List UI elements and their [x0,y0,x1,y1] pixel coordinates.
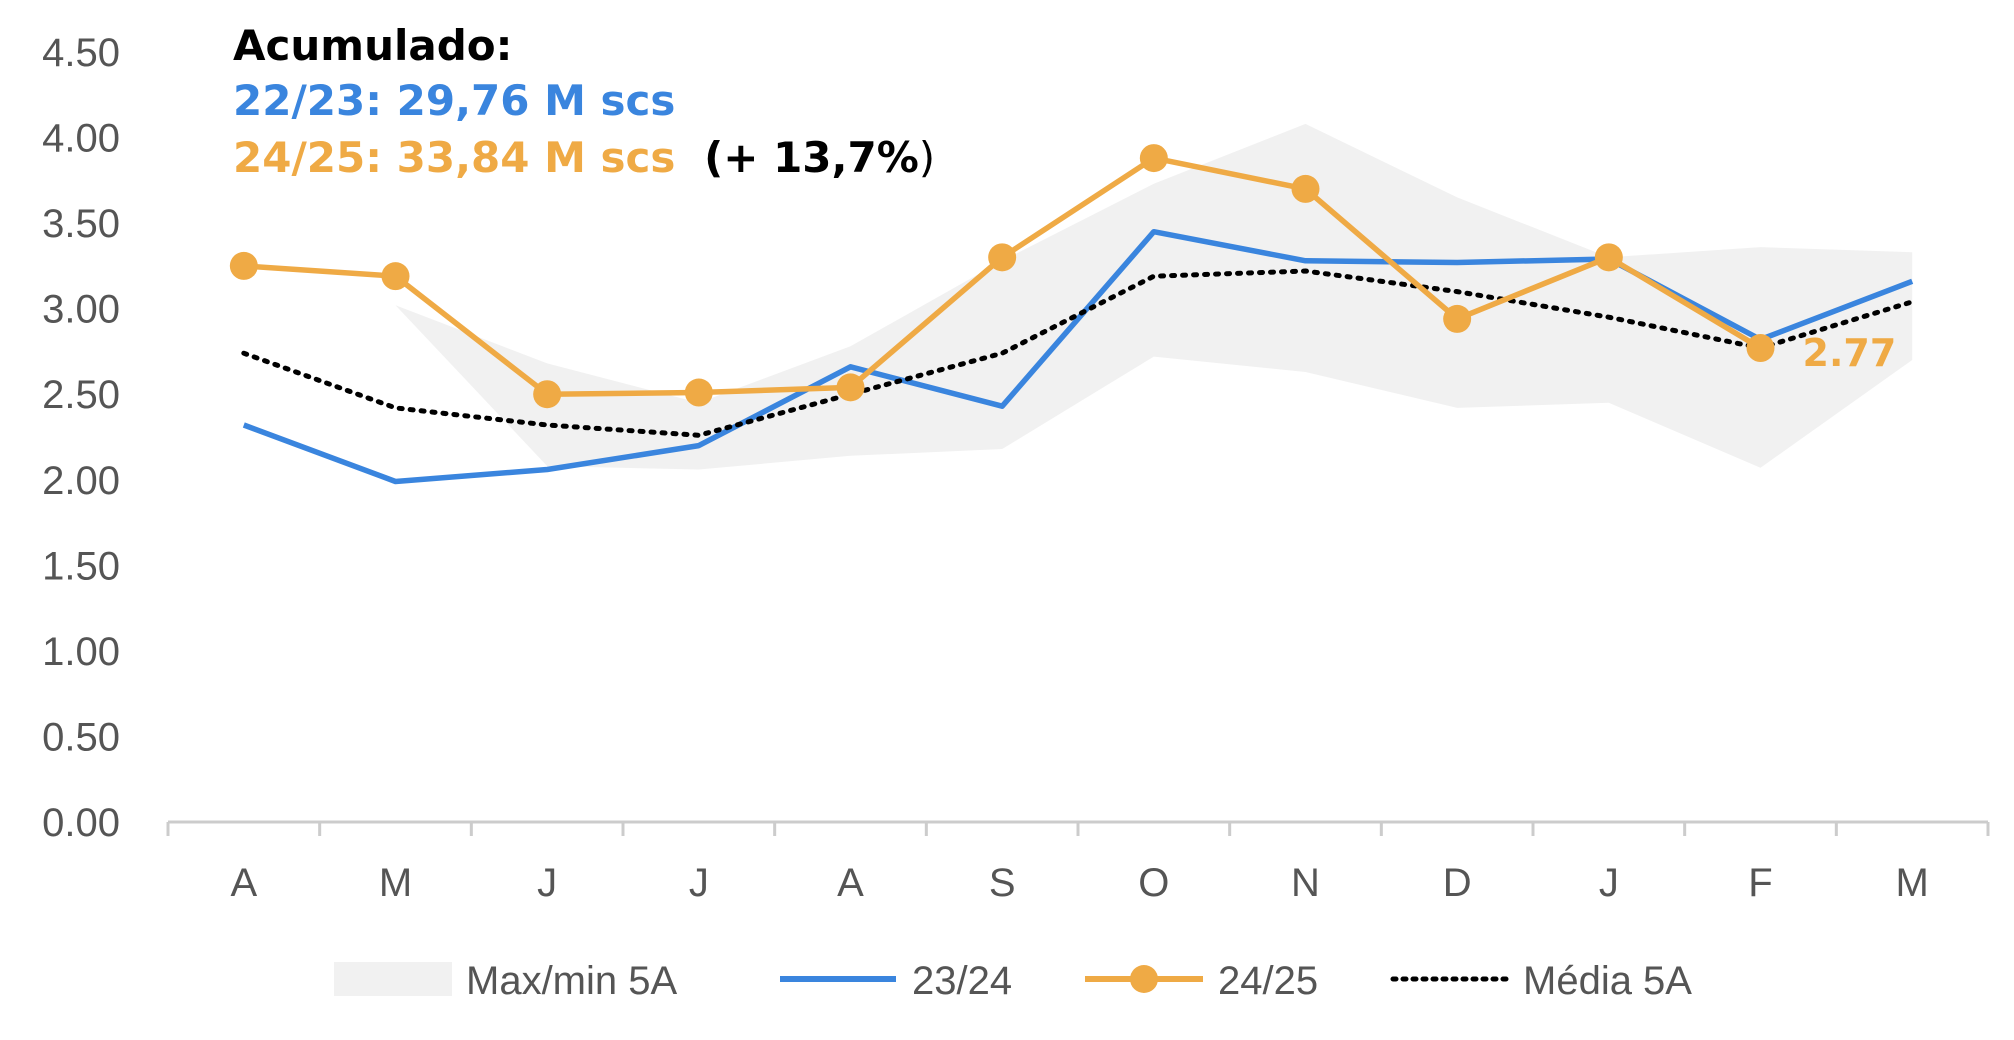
x-tick-label: A [230,861,257,905]
series-marker-24-25 [988,243,1017,272]
y-tick-label: 2.50 [42,373,120,417]
series-marker-24-25 [1443,304,1472,333]
band-area [243,123,1913,470]
series-marker-24-25 [1594,243,1623,272]
y-tick-label: 1.50 [42,544,120,588]
x-tick-label: D [1443,861,1472,905]
y-tick-label: 0.00 [42,801,120,845]
y-tick-label: 2.00 [42,459,120,503]
legend-media-label: Média 5A [1523,959,1692,1003]
y-tick-label: 3.50 [42,202,120,246]
legend-2425-label: 24/25 [1218,959,1318,1003]
x-tick-label: N [1291,861,1320,905]
x-tick-label: M [379,861,412,905]
annotation-line-2425-pct: (+ 13,7% [704,133,919,182]
legend-band-label: Max/min 5A [466,959,677,1003]
x-tick-label: S [989,861,1016,905]
x-tick-label: J [537,861,557,905]
annotation-title: Acumulado: [233,21,512,70]
x-tick-label: M [1896,861,1929,905]
series-marker-24-25 [684,378,713,407]
series-marker-24-25 [1139,144,1168,173]
y-tick-label: 4.50 [42,31,120,75]
x-tick-label: F [1748,861,1772,905]
annotation-line-2425: 24/25: 33,84 M scs (+ 13,7%) [233,133,935,182]
label-layer: 2.77 [1803,331,1897,375]
series-marker-24-25 [836,373,865,402]
x-tick-label: J [1599,861,1619,905]
series-marker-24-25 [229,251,258,280]
data-label-24-25-last: 2.77 [1803,331,1897,375]
series-marker-24-25 [1291,174,1320,203]
annotation-line-2223: 22/23: 29,76 M scs [233,76,675,125]
band-layer [243,123,1913,470]
series-layer [229,144,1915,485]
y-tick-label: 1.00 [42,630,120,674]
legend: Max/min 5A 23/24 24/25 Média 5A [334,959,1692,1003]
x-tick-label: A [837,861,864,905]
annotation-line-2425-paren: ) [919,133,935,182]
legend-2324-label: 23/24 [912,959,1012,1003]
y-tick-label: 4.00 [42,117,120,161]
y-tick-label: 0.50 [42,715,120,759]
axis-layer: A M J J A S O N D J F M 0.00 0.50 1.00 1.50 2.00 2.50 3.00… [42,31,1990,905]
y-tick-label: 3.00 [42,288,120,332]
x-tick-label: J [689,861,709,905]
x-tick-label: O [1138,861,1169,905]
annotation-line-2425-value: 24/25: 33,84 M scs [233,133,675,182]
series-line-m-dia-5a [241,268,1915,438]
legend-2425-marker [1130,965,1158,993]
legend-band-swatch [334,962,452,996]
series-marker-24-25 [533,380,562,409]
series-marker-24-25 [381,262,410,291]
series-marker-24-25 [1746,334,1775,363]
